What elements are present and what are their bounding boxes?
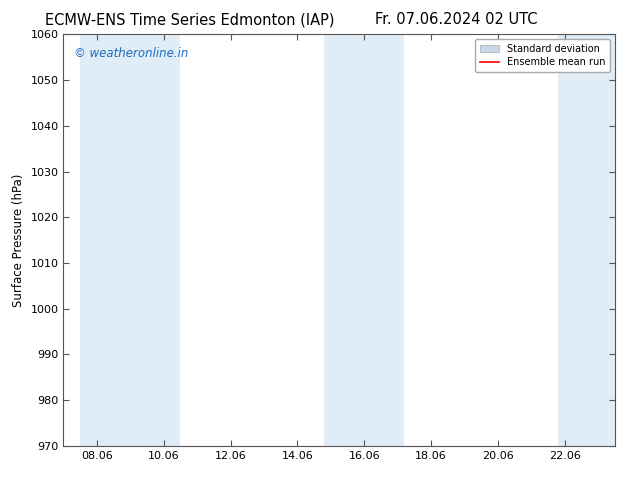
Y-axis label: Surface Pressure (hPa): Surface Pressure (hPa) [12, 173, 25, 307]
Text: Fr. 07.06.2024 02 UTC: Fr. 07.06.2024 02 UTC [375, 12, 538, 27]
Text: ECMW-ENS Time Series Edmonton (IAP): ECMW-ENS Time Series Edmonton (IAP) [46, 12, 335, 27]
Legend: Standard deviation, Ensemble mean run: Standard deviation, Ensemble mean run [475, 39, 610, 72]
Bar [558, 34, 615, 446]
Bar [80, 34, 181, 446]
Text: © weatheronline.in: © weatheronline.in [74, 47, 189, 60]
Bar [324, 34, 404, 446]
